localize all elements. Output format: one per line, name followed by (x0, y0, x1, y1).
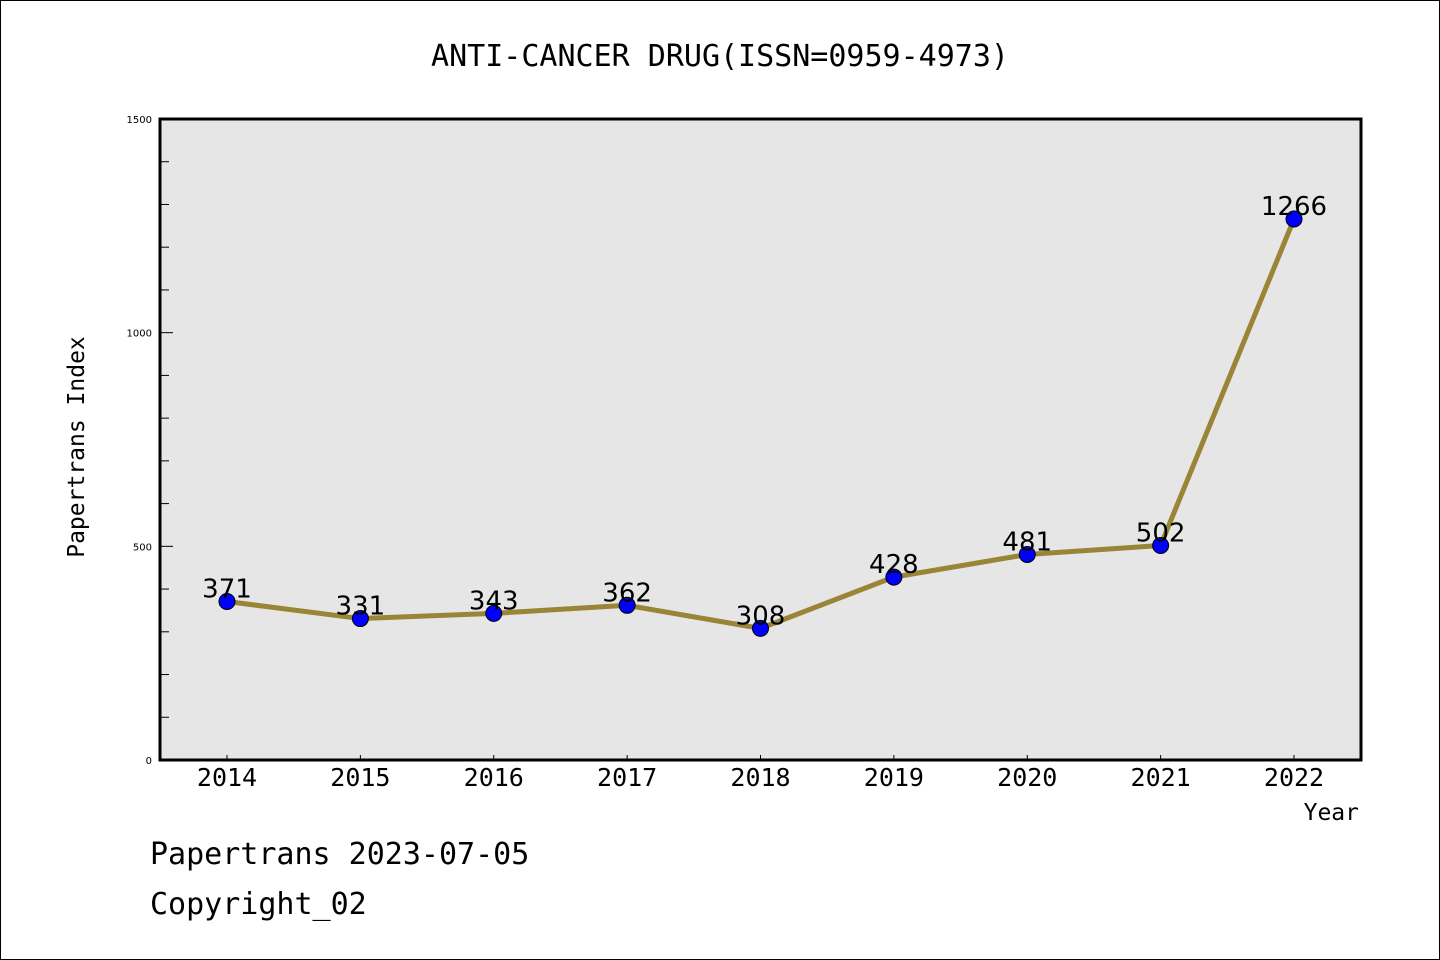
x-tick-label: 2021 (1131, 763, 1191, 792)
y-tick-label: 0 (146, 756, 152, 767)
x-axis-ticks: 2014 2015 2016 2017 2018 2019 2020 2021 2022 (197, 755, 1324, 792)
x-tick-label: 2016 (464, 763, 524, 792)
x-tick-label: 2022 (1264, 763, 1324, 792)
data-point-marker (752, 619, 769, 637)
footer-date: Papertrans 2023-07-05 (150, 837, 529, 872)
data-label: 502 (1136, 518, 1186, 548)
plot-area (160, 119, 1361, 760)
x-tick-label: 2014 (197, 763, 257, 792)
x-tick-label: 2020 (997, 763, 1057, 792)
series-markers-group (218, 210, 1303, 637)
x-tick-label: 2019 (864, 763, 924, 792)
x-tick-label: 2015 (330, 763, 390, 792)
data-point-marker (1285, 210, 1303, 228)
data-label: 428 (869, 550, 919, 580)
y-axis-label: Papertrans Index (64, 336, 90, 558)
data-label: 362 (602, 578, 652, 608)
x-tick-label: 2017 (597, 763, 657, 792)
data-point-marker (218, 592, 236, 610)
data-label: 331 (336, 592, 386, 622)
footer-copyright: Copyright_02 (150, 887, 367, 922)
data-point-marker (1152, 536, 1170, 554)
data-point-marker (618, 596, 636, 614)
chart-title: ANTI-CANCER DRUG(ISSN=0959-4973) (431, 39, 1009, 74)
y-tick-label: 1500 (127, 115, 152, 126)
y-tick-label: 500 (133, 542, 152, 553)
data-label: 1266 (1261, 192, 1327, 222)
data-label: 343 (469, 586, 519, 616)
x-axis-label: Year (1304, 800, 1359, 826)
data-labels-group: 371 331 343 362 308 428 481 502 1266 (202, 192, 1327, 631)
data-point-marker (1018, 545, 1036, 563)
data-label: 481 (1002, 527, 1052, 557)
data-point-marker (351, 610, 369, 628)
data-label: 371 (202, 574, 252, 604)
plot-border (158, 117, 1363, 762)
y-tick-label: 1000 (127, 329, 152, 340)
data-label: 308 (736, 601, 786, 631)
x-tick-label: 2018 (730, 763, 790, 792)
data-point-marker (485, 604, 503, 622)
data-point-marker (885, 568, 903, 586)
